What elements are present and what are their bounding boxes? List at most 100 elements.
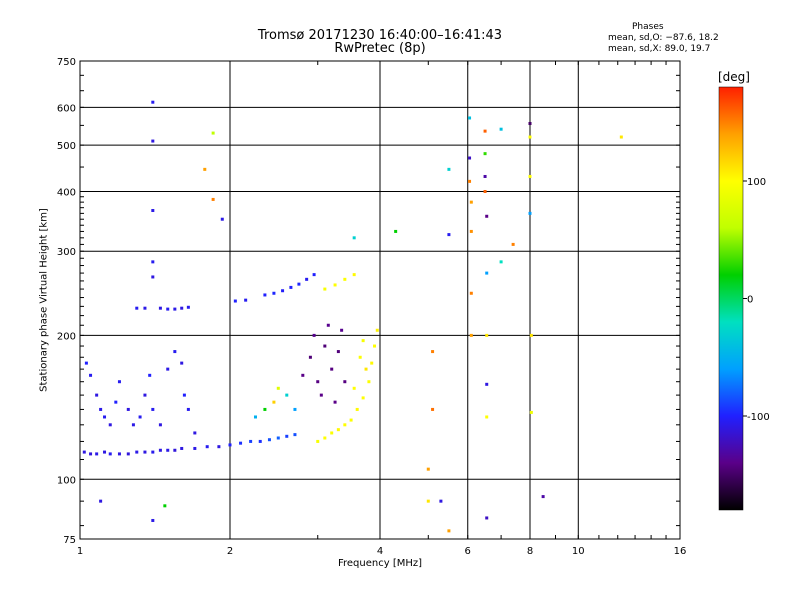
data-point [293,407,297,411]
data-point [180,361,184,365]
x-tick-label: 2 [227,546,233,557]
data-point [151,100,155,104]
data-point [330,367,334,371]
data-point [258,439,262,443]
stats-line-o: mean, sd,O: −87.6, 18.2 [608,33,719,43]
data-point [138,415,142,419]
data-point [308,355,312,359]
y-tick-label: 750 [57,57,76,68]
data-point [249,439,253,443]
y-tick-label: 75 [63,535,76,546]
data-point [447,529,451,533]
data-point [158,448,162,452]
data-point [173,448,177,452]
data-point [272,291,276,295]
data-point [316,439,320,443]
data-point [126,452,130,456]
data-point [220,217,224,221]
data-point [186,407,190,411]
x-tick-label: 10 [572,546,585,557]
data-point [82,450,86,454]
data-point [253,415,257,419]
data-point [323,287,327,291]
data-point [370,361,374,365]
data-point [499,260,503,264]
data-point [143,450,147,454]
data-point [135,450,139,454]
data-point [173,307,177,311]
data-point [361,396,365,400]
data-point [469,291,473,295]
data-point [267,438,271,442]
data-point [469,200,473,204]
data-point [447,233,451,237]
data-point [151,275,155,279]
x-tick-label: 8 [527,546,533,557]
data-point [272,400,276,404]
colorbar-tick-label: 100 [747,177,766,188]
data-point [469,229,473,233]
data-point [483,129,487,133]
data-point [349,418,353,422]
data-point [483,152,487,156]
data-point [193,431,197,435]
data-point [373,344,377,348]
colorbar-tick-label: -100 [747,412,770,423]
data-point [352,273,356,277]
data-point [126,407,130,411]
x-ticks: 1 2 4 6 8 10 16 [77,61,687,557]
data-point [375,328,379,332]
data-point [541,495,545,499]
data-point [426,499,430,503]
x-tick-label: 1 [77,546,83,557]
data-point [352,386,356,390]
data-point [217,445,221,449]
data-point [439,499,443,503]
data-point [485,214,489,218]
data-point [336,428,340,432]
y-tick-label: 300 [57,247,76,258]
data-point [323,344,327,348]
stats-line-x: mean, sd,X: 89.0, 19.7 [608,44,711,54]
data-point [114,400,118,404]
data-point [99,407,103,411]
data-point [285,393,289,397]
data-point [485,333,489,337]
stats-heading: Phases [632,22,664,32]
colorbar-tick-label: 0 [747,295,753,306]
data-point [117,452,121,456]
y-tick-label: 200 [57,331,76,342]
data-point [180,446,184,450]
data-point [323,436,327,440]
data-point [186,305,190,309]
data-point [276,386,280,390]
data-point [528,122,532,126]
data-point [343,380,347,384]
data-point [431,350,435,354]
data-point [103,450,107,454]
data-point [469,333,473,337]
data-point [180,306,184,310]
data-point [158,423,162,427]
data-point [340,328,344,332]
x-tick-label: 16 [674,546,687,557]
y-tick-label: 100 [57,475,76,486]
data-point [343,423,347,427]
data-point [293,433,297,437]
data-point [352,236,356,240]
data-point [343,277,347,281]
data-point [468,156,472,160]
x-tick-label: 6 [465,546,471,557]
data-point [103,415,107,419]
data-point [330,431,334,435]
data-point [468,179,472,183]
chart-subtitle: RwPretec (8p) [334,41,426,56]
data-point [305,277,309,281]
data-point [529,333,533,337]
data-point [99,499,103,503]
data-point [394,229,398,233]
data-point [312,333,316,337]
data-point [316,380,320,384]
y-tick-label: 500 [57,141,76,152]
